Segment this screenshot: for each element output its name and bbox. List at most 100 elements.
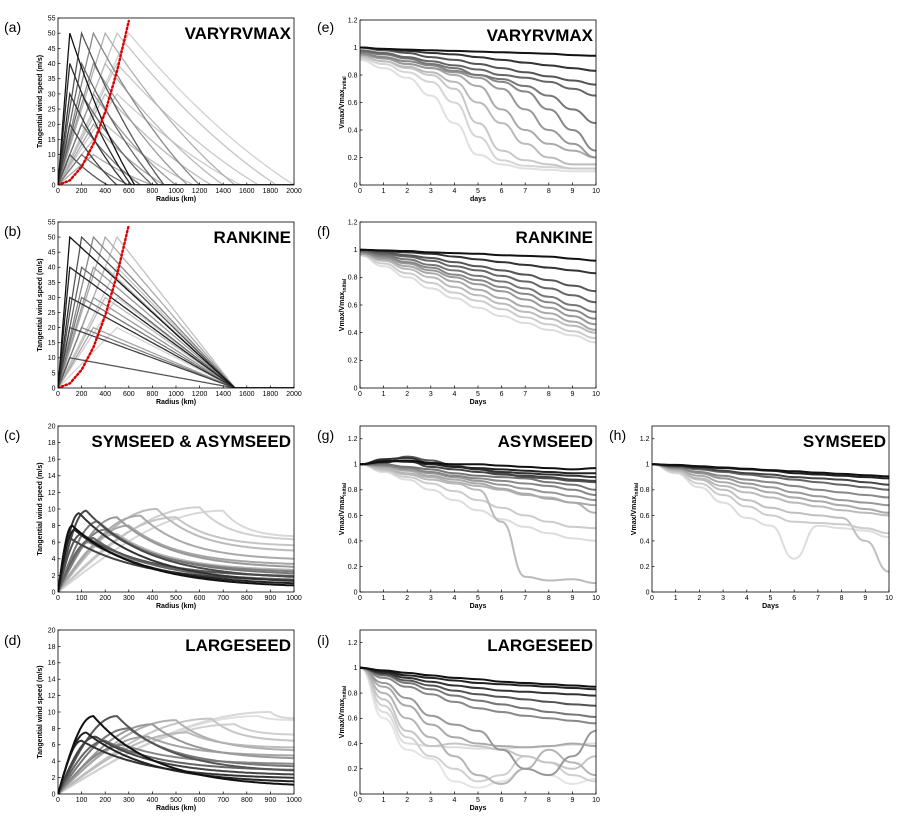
x-tick-label: 400	[99, 188, 111, 195]
x-tick-label: 5	[769, 595, 773, 602]
y-tick-label: 1	[354, 45, 358, 52]
x-tick-label: 2	[405, 188, 409, 195]
series-line	[58, 123, 294, 185]
series-line	[360, 49, 596, 97]
series-line	[58, 731, 294, 794]
x-tick-label: 400	[147, 797, 159, 804]
y-tick-label: 0.2	[640, 564, 650, 571]
x-tick-label: 5	[476, 391, 480, 398]
x-axis-label: Radius (km)	[156, 603, 196, 610]
series-group	[360, 455, 596, 585]
y-axis-label: Vmax/Vmaxinitial	[631, 482, 640, 535]
series-line	[360, 58, 596, 173]
series-line	[58, 326, 294, 388]
y-tick-label: 20	[48, 122, 56, 129]
y-tick-label: 55	[48, 219, 56, 226]
series-line	[58, 735, 294, 794]
y-tick-label: 2	[52, 573, 56, 580]
y-tick-label: 15	[48, 340, 56, 347]
x-tick-label: 400	[99, 391, 111, 398]
series-line	[652, 463, 889, 499]
series-line	[58, 62, 294, 185]
x-tick-label: 1	[382, 797, 386, 804]
series-line	[58, 153, 294, 185]
x-tick-label: 100	[76, 595, 88, 602]
series-line	[360, 463, 596, 502]
y-tick-label: 1	[646, 462, 650, 469]
series-line	[58, 715, 294, 794]
series-line	[360, 666, 596, 783]
x-tick-label: 0	[56, 595, 60, 602]
y-tick-label: 10	[48, 709, 56, 716]
x-tick-label: 700	[217, 595, 229, 602]
series-line	[58, 235, 294, 388]
panel-letter: (e)	[317, 19, 334, 35]
x-tick-label: 300	[123, 595, 135, 602]
y-tick-label: 0.4	[640, 538, 650, 545]
x-tick-label: 200	[99, 797, 111, 804]
panel-letter: (f)	[317, 223, 330, 239]
x-tick-label: 9	[863, 595, 867, 602]
y-tick-label: 4	[52, 759, 56, 766]
x-tick-label: 8	[547, 797, 551, 804]
series-line	[58, 326, 294, 388]
x-tick-label: 4	[452, 391, 456, 398]
series-line	[360, 254, 596, 340]
x-tick-label: 6	[500, 595, 504, 602]
series-line	[360, 463, 596, 542]
panel-title: SYMSEED & ASYMSEED	[91, 432, 291, 451]
series-line	[58, 509, 294, 592]
x-tick-label: 3	[429, 391, 433, 398]
panel-c: 0 100 200 300 400 500 600 700 800 900 1000 0 2 4 6 8 10 1…	[4, 423, 302, 610]
x-tick-label: 3	[429, 595, 433, 602]
series-line	[652, 463, 889, 560]
panel-letter: (i)	[317, 632, 329, 648]
y-tick-label: 0.8	[348, 72, 358, 79]
x-tick-label: 700	[217, 797, 229, 804]
x-tick-label: 9	[570, 595, 574, 602]
series-line	[58, 63, 294, 185]
series-line	[360, 250, 596, 313]
series-line	[360, 252, 596, 331]
x-axis-label: Days	[762, 603, 779, 610]
y-tick-label: 0.2	[348, 358, 358, 365]
series-line	[58, 266, 294, 388]
x-axis-label: Days	[470, 399, 487, 406]
x-tick-label: 600	[123, 188, 135, 195]
y-tick-label: 30	[48, 295, 56, 302]
series-line	[360, 53, 596, 159]
x-tick-label: 800	[147, 391, 159, 398]
series-group	[652, 463, 889, 573]
y-tick-label: 1	[354, 665, 358, 672]
y-tick-label: 25	[48, 106, 56, 113]
x-tick-label: 200	[99, 595, 111, 602]
series-line	[58, 723, 294, 794]
series-line	[58, 506, 294, 592]
y-tick-label: 55	[48, 15, 56, 22]
x-tick-label: 1000	[286, 595, 302, 602]
series-line	[360, 50, 596, 125]
series-line	[360, 46, 596, 72]
series-line	[652, 463, 889, 478]
x-tick-label: 1400	[215, 391, 231, 398]
y-axis-label-subscript: initial	[342, 76, 348, 90]
y-tick-label: 0.6	[348, 716, 358, 723]
series-line	[360, 463, 596, 530]
y-axis-label: Tangential wind speed (m/s)	[37, 462, 44, 555]
y-axis-label-subscript: initial	[342, 685, 348, 699]
series-line	[360, 666, 596, 749]
series-line	[58, 296, 294, 388]
y-tick-label: 0.8	[348, 690, 358, 697]
x-tick-label: 0	[358, 797, 362, 804]
y-tick-label: 1.2	[348, 436, 358, 443]
series-line	[360, 463, 596, 491]
series-line	[58, 723, 294, 794]
x-tick-label: 7	[523, 391, 527, 398]
series-line	[360, 56, 596, 170]
y-tick-label: 20	[48, 325, 56, 332]
series-line	[58, 91, 294, 185]
y-axis-label-subscript: initial	[342, 278, 348, 292]
panel-g: 0 1 2 3 4 5 6 7 8 9 10 0 0.2 0.4 0.6 0.8 1 1.2 Days Vmax/Vm…	[317, 425, 600, 610]
series-line	[58, 92, 294, 185]
